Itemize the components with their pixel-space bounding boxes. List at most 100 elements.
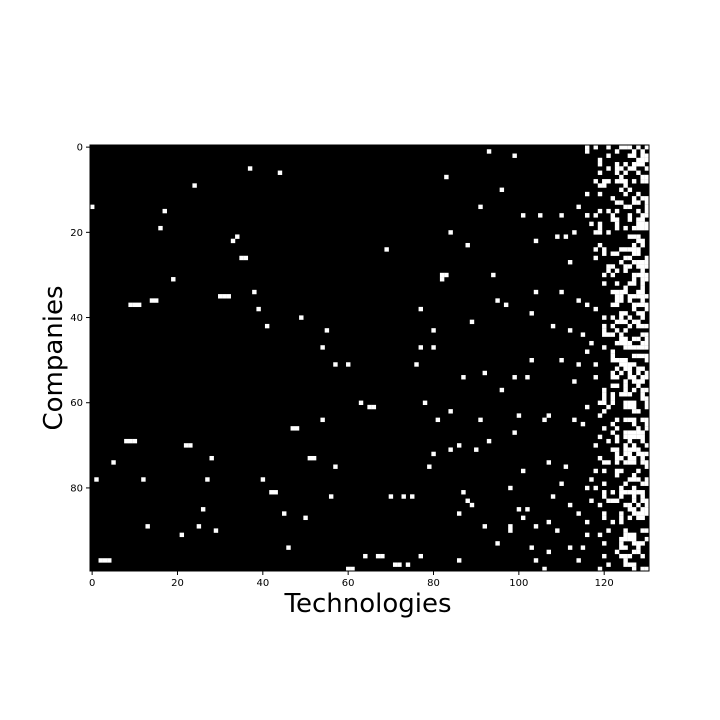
heatmap-cell bbox=[640, 268, 645, 273]
heatmap-cell bbox=[631, 532, 637, 538]
heatmap-cell bbox=[644, 375, 650, 380]
heatmap-cell bbox=[623, 179, 628, 184]
heatmap-cell bbox=[627, 234, 633, 239]
heatmap-cell bbox=[619, 392, 624, 397]
heatmap-cell bbox=[435, 417, 441, 423]
heatmap-cell bbox=[619, 247, 624, 252]
heatmap-cell bbox=[644, 396, 650, 401]
heatmap-cell bbox=[631, 490, 637, 495]
heatmap-cell bbox=[644, 400, 650, 406]
heatmap-cell bbox=[623, 268, 628, 273]
heatmap-cell bbox=[623, 362, 628, 367]
heatmap-cell bbox=[640, 438, 645, 444]
plot-area bbox=[90, 145, 649, 571]
heatmap-cell bbox=[200, 507, 206, 512]
heatmap-cell bbox=[614, 473, 620, 478]
heatmap-cell bbox=[614, 162, 620, 167]
heatmap-cell bbox=[640, 179, 645, 184]
heatmap-cell bbox=[640, 396, 645, 401]
heatmap-cell bbox=[614, 281, 620, 286]
plot-frame bbox=[89, 144, 650, 572]
heatmap-cell bbox=[619, 511, 624, 516]
heatmap-cell bbox=[640, 260, 645, 265]
heatmap-cell bbox=[644, 536, 650, 542]
heatmap-cell bbox=[636, 511, 641, 516]
heatmap-cell bbox=[614, 149, 620, 154]
heatmap-cell bbox=[597, 183, 603, 188]
heatmap-cell bbox=[572, 379, 577, 384]
heatmap-cell bbox=[512, 375, 517, 380]
heatmap-cell bbox=[636, 323, 641, 329]
heatmap-cell bbox=[644, 566, 650, 572]
heatmap-cell bbox=[264, 323, 270, 329]
heatmap-cell bbox=[623, 366, 628, 371]
heatmap-cell bbox=[256, 306, 261, 312]
heatmap-cell bbox=[602, 392, 607, 397]
heatmap-cell bbox=[631, 485, 637, 491]
heatmap-cell bbox=[572, 417, 577, 423]
heatmap-cell bbox=[640, 221, 645, 227]
heatmap-cell bbox=[640, 217, 645, 222]
heatmap-cell bbox=[623, 204, 628, 210]
heatmap-cell bbox=[294, 426, 300, 431]
x-tick-label: 60 bbox=[342, 578, 355, 589]
heatmap-cell bbox=[589, 221, 594, 227]
heatmap-cell bbox=[456, 511, 462, 516]
heatmap-cell bbox=[593, 230, 598, 235]
heatmap-cell bbox=[640, 511, 645, 516]
heatmap-cell bbox=[602, 281, 607, 286]
heatmap-cell bbox=[439, 272, 445, 278]
heatmap-cell bbox=[619, 294, 624, 299]
heatmap-cell bbox=[631, 277, 637, 282]
heatmap-cell bbox=[179, 532, 185, 538]
heatmap-cell bbox=[602, 468, 607, 474]
heatmap-cell bbox=[610, 217, 616, 222]
heatmap-cell bbox=[311, 455, 317, 461]
heatmap-cell bbox=[644, 260, 650, 265]
heatmap-cell bbox=[602, 426, 607, 431]
heatmap-cell bbox=[614, 302, 620, 308]
heatmap-cell bbox=[461, 375, 466, 380]
heatmap-cell bbox=[631, 417, 637, 423]
heatmap-cell bbox=[597, 162, 603, 167]
heatmap-cell bbox=[619, 358, 624, 363]
heatmap-cell bbox=[542, 417, 547, 423]
heatmap-cell bbox=[636, 383, 641, 388]
heatmap-cell bbox=[627, 507, 633, 512]
heatmap-cell bbox=[644, 153, 650, 158]
heatmap-cell bbox=[644, 221, 650, 227]
heatmap-cell bbox=[614, 170, 620, 175]
heatmap-cell bbox=[619, 553, 624, 559]
heatmap-cell bbox=[644, 174, 650, 180]
heatmap-cell bbox=[623, 558, 628, 563]
heatmap-cell bbox=[525, 507, 530, 512]
heatmap-cell bbox=[550, 323, 556, 329]
heatmap-cell bbox=[602, 387, 607, 393]
heatmap-cell bbox=[631, 302, 637, 308]
heatmap-cell bbox=[555, 528, 560, 533]
heatmap-cell bbox=[640, 566, 645, 572]
heatmap-cell bbox=[614, 179, 620, 184]
heatmap-cell bbox=[606, 153, 611, 158]
heatmap-cell bbox=[563, 234, 569, 239]
heatmap-cell bbox=[516, 413, 522, 418]
heatmap-cell bbox=[456, 558, 462, 563]
heatmap-cell bbox=[627, 294, 633, 299]
heatmap-cell bbox=[158, 225, 163, 231]
heatmap-cell bbox=[503, 302, 509, 308]
heatmap-cell bbox=[627, 502, 633, 508]
heatmap-cell bbox=[597, 532, 603, 538]
heatmap-cell bbox=[414, 362, 419, 367]
heatmap-cell bbox=[499, 387, 505, 393]
heatmap-cell bbox=[282, 511, 287, 516]
heatmap-cell bbox=[623, 358, 628, 363]
heatmap-cell bbox=[252, 289, 257, 295]
heatmap-cell bbox=[627, 515, 633, 521]
heatmap-cell bbox=[546, 460, 552, 465]
heatmap-cell bbox=[640, 507, 645, 512]
heatmap-cell bbox=[465, 242, 470, 248]
heatmap-cell bbox=[640, 366, 645, 371]
heatmap-cell bbox=[636, 515, 641, 521]
heatmap-cell bbox=[619, 541, 624, 546]
heatmap-cell bbox=[640, 515, 645, 521]
